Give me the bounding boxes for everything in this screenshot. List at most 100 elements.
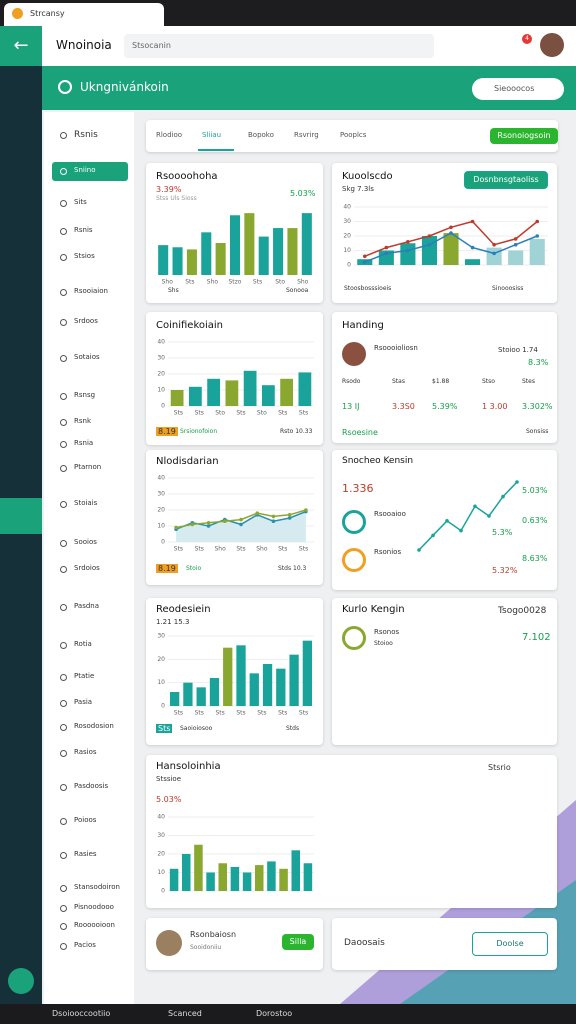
header-search[interactable]: Sieooocos [472,78,564,100]
card-button[interactable]: Silla [282,934,314,950]
point [449,225,453,230]
nav-item[interactable]: Roooooioon [74,921,115,929]
y-tick-label: 40 [157,475,165,482]
taskbar-item[interactable]: Scanced [168,1009,202,1018]
point [417,548,421,552]
card-right: Stsrio [488,763,511,772]
tab[interactable]: Strcansy [4,3,164,26]
nav-item[interactable]: Rsnis [74,226,93,234]
tab[interactable]: Rlodioo [156,131,183,139]
tab[interactable]: Pooplcs [340,131,367,139]
legend: Sonooa [286,287,309,294]
point [406,240,410,244]
person-stat: 8.3% [528,358,549,367]
nav-item[interactable]: Rsnsg [74,391,96,399]
row-value: 13 IJ [342,402,360,411]
nav-icon [60,750,67,757]
nav-icon [60,818,67,825]
nav-item[interactable]: Rsnk [74,417,92,425]
taskbar-item[interactable]: Dsoiooccootiio [52,1009,111,1018]
nav-item[interactable]: Sotaios [74,353,100,361]
card-button[interactable]: Doolse [472,932,548,956]
item-stat: 0.63% [522,516,548,525]
search-box[interactable]: Stsocanin [124,34,434,58]
nav-item[interactable]: Rsnis [74,130,98,140]
y-tick-label: 10 [157,679,165,686]
x-tick-label: Sts [278,710,287,717]
rail-active[interactable] [0,498,42,534]
subtitle: Skg 7.3ls [342,185,374,193]
nav-item[interactable]: Stsios [74,252,95,260]
stat: 1.336 [342,482,374,495]
row-label: Stes [522,378,535,385]
bar [249,673,259,706]
footer: Rsto 10.33 [280,428,313,435]
y-tick-label: 30 [343,218,351,225]
nav-item[interactable]: Sits [74,198,87,206]
tabs-button[interactable]: Rsonoiogsoin [490,128,558,144]
row-label: $1.88 [432,378,450,385]
tab[interactable]: Sliiau [202,131,222,139]
card-right: Tsogo0028 [498,606,547,616]
nav-item[interactable]: Stoiais [74,499,98,507]
bar [298,372,312,406]
x-tick-label: Sts [253,279,262,286]
bar [465,259,481,265]
nav-item[interactable]: Stansodoiron [74,883,120,891]
bar [230,866,240,891]
card-button[interactable]: Dosnbnsgtaoliss [464,171,548,189]
nav-item[interactable]: Ptarnon [74,463,102,471]
x-tick-label: Sts [299,546,308,553]
nav-item[interactable]: Rsooiaion [74,287,108,295]
point [470,245,475,250]
point [190,522,195,527]
nav-item[interactable]: Pasia [74,698,93,706]
point [473,504,477,509]
nav-item[interactable]: Poioos [74,816,97,824]
bar [273,228,284,275]
nav-item[interactable]: Sooios [74,538,97,546]
rail-fab[interactable] [8,968,34,994]
nav-item[interactable]: Rasies [74,850,97,858]
taskbar-item[interactable]: Dorostoo [256,1009,293,1018]
point [513,237,518,241]
point [535,234,540,238]
card: Reodesiein 1.21 15.3 0 10 20 30 Sts Sts Sts Sts… [146,598,323,745]
nav-item[interactable]: Srdoios [74,564,100,572]
x-tick-label: Stzo [229,279,242,286]
x-tick-label: Sts [185,279,194,286]
stat: 7.102 [522,632,551,643]
nav-item[interactable]: Srdoos [74,317,98,325]
nav-item[interactable]: Pacios [74,941,96,949]
point [492,251,496,256]
nav-item[interactable]: Rsnia [74,439,94,447]
nav-item[interactable]: Sniino [74,166,96,174]
nav-icon [60,540,67,547]
nav-item[interactable]: Rotia [74,640,92,648]
point [431,533,435,538]
nav-item[interactable]: Pasdna [74,602,100,610]
bar [262,664,273,706]
tab[interactable]: Bopoko [248,131,274,139]
nav-item[interactable]: Pisnoodooo [74,903,114,911]
nav-item[interactable]: Rasios [74,748,97,756]
card: Handing Rsoooioliosn Stoioo 1.74 8.3% Rs… [332,312,557,443]
chart: 0 10 20 30 Sts Sts Sts Sts Sts Sts Sts [157,633,314,717]
line [418,481,518,551]
footer: Stds 10.3 [278,565,307,572]
card-title: Kuoolscdo [342,171,393,182]
x-tick-label: Sho [207,279,219,286]
nav-item[interactable]: Ptatie [74,672,95,680]
subtitle: Sooidoniiu [190,944,222,951]
row-value: 3.302% [522,402,553,411]
nav-item[interactable]: Rosodosion [74,722,114,730]
badge: 8.19 [156,564,178,573]
app-title: Wnoinoia [56,38,112,52]
bar [196,687,206,706]
bar [244,213,255,275]
avatar[interactable] [540,33,564,57]
nav-item[interactable]: Pasdoosis [74,782,109,790]
tab[interactable]: Rsvrirg [294,131,319,139]
nav-icon [60,393,67,400]
back-button[interactable]: ← [0,26,42,66]
